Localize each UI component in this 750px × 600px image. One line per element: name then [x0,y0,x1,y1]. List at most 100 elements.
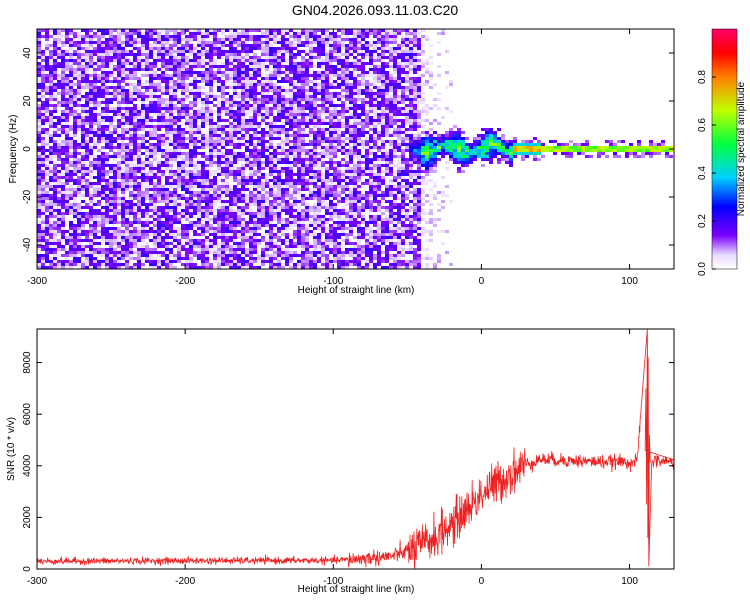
heatmap-cell [137,155,141,158]
heatmap-cell [145,197,149,200]
heatmap-cell [309,209,313,212]
heatmap-cell [149,83,153,86]
heatmap-cell [217,110,221,113]
heatmap-cell [213,134,217,137]
heatmap-cell [161,170,165,173]
heatmap-cell [297,53,301,56]
heatmap-cell [125,92,129,95]
heatmap-cell [173,245,177,248]
heatmap-cell [101,194,105,197]
heatmap-cell [329,74,333,77]
heatmap-cell [233,152,237,155]
heatmap-cell [313,128,317,131]
heatmap-cell [89,170,93,173]
heatmap-cell [45,194,49,197]
heatmap-cell [53,260,57,263]
heatmap-cell [277,62,281,65]
heatmap-cell [249,80,253,83]
heatmap-cell [189,170,193,173]
heatmap-cell [257,71,261,74]
heatmap-cell [297,83,301,86]
heatmap-cell [209,122,213,125]
heatmap-cell [113,158,117,161]
heatmap-cell [285,74,289,77]
heatmap-cell [241,212,245,215]
heatmap-cell [93,32,97,35]
heatmap-cell [73,212,77,215]
heatmap-cell [89,65,93,68]
heatmap-cell [273,266,277,269]
heatmap-cell [261,137,265,140]
heatmap-cell [177,167,181,170]
heatmap-cell [261,212,265,215]
heatmap-cell [225,257,229,260]
heatmap-cell [201,191,205,194]
heatmap-cell [277,152,281,155]
heatmap-cell [213,110,217,113]
heatmap-cell [153,110,157,113]
heatmap-cell [293,146,297,149]
heatmap-cell [241,86,245,89]
heatmap-cell [217,251,221,254]
heatmap-cell [325,65,329,68]
heatmap-cell [125,71,129,74]
heatmap-cell [125,146,129,149]
heatmap-cell [237,56,241,59]
heatmap-cell [61,50,65,53]
heatmap-cell [245,212,249,215]
heatmap-cell [301,41,305,44]
heatmap-cell [145,29,149,32]
heatmap-cell [133,257,137,260]
heatmap-cell [293,116,297,119]
heatmap-cell [125,260,129,263]
heatmap-cell [177,212,181,215]
heatmap-cell [317,179,321,182]
heatmap-cell [181,263,185,266]
heatmap-cell [173,125,177,128]
heatmap-cell [65,206,69,209]
heatmap-cell [65,140,69,143]
heatmap-cell [65,77,69,80]
heatmap-cell [193,113,197,116]
heatmap-cell [193,170,197,173]
heatmap-cell [229,65,233,68]
heatmap-cell [253,53,257,56]
heatmap-cell [173,62,177,65]
heatmap-cell [89,89,93,92]
heatmap-cell [129,266,133,269]
heatmap-cell [37,230,41,233]
heatmap-cell [249,179,253,182]
heatmap-cell [53,239,57,242]
heatmap-cell [273,218,277,221]
heatmap-cell [229,206,233,209]
heatmap-cell [213,266,217,269]
heatmap-cell [241,251,245,254]
heatmap-cell [117,254,121,257]
heatmap-cell [261,164,265,167]
heatmap-cell [161,152,165,155]
heatmap-cell [37,233,41,236]
heatmap-cell [133,47,137,50]
heatmap-cell [221,155,225,158]
heatmap-cell [313,251,317,254]
heatmap-cell [253,158,257,161]
heatmap-cell [113,245,117,248]
heatmap-cell [121,197,125,200]
heatmap-cell [213,128,217,131]
heatmap-cell [49,200,53,203]
heatmap-cell [149,95,153,98]
heatmap-cell [113,182,117,185]
heatmap-cell [325,170,329,173]
heatmap-cell [65,119,69,122]
heatmap-cell [269,62,273,65]
heatmap-cell [305,35,309,38]
heatmap-cell [81,200,85,203]
heatmap-cell [149,65,153,68]
heatmap-cell [133,44,137,47]
heatmap-cell [237,74,241,77]
heatmap-cell [201,233,205,236]
heatmap-cell [173,182,177,185]
heatmap-cell [157,176,161,179]
heatmap-cell [277,245,281,248]
heatmap-cell [61,191,65,194]
